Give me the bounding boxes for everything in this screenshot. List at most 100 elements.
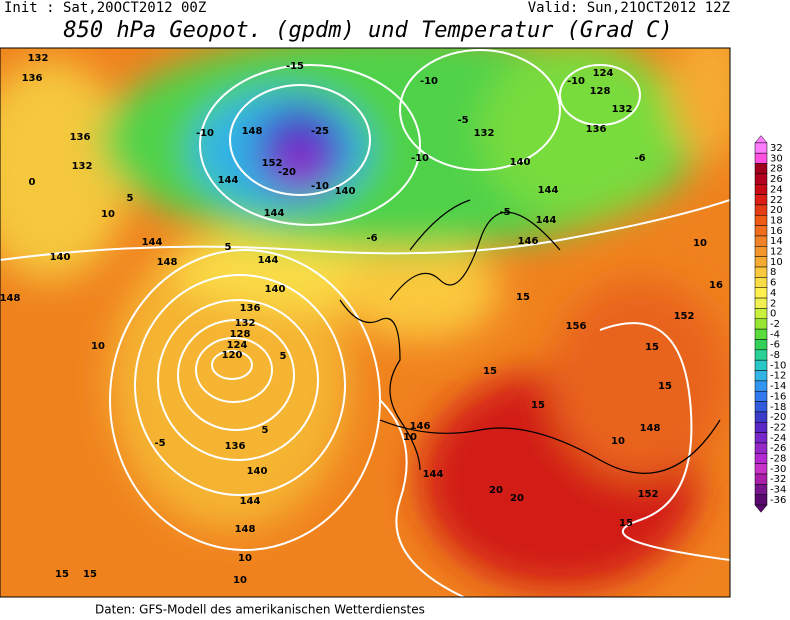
geopotential-contours <box>0 49 730 597</box>
colorbar-label: -6 <box>770 340 780 351</box>
contour-label: 140 <box>50 252 71 263</box>
contour-label: 128 <box>230 329 251 340</box>
init-time: Init : Sat,20OCT2012 00Z <box>4 0 206 16</box>
contour-label: 132 <box>474 128 495 139</box>
contour-label: 15 <box>483 366 497 377</box>
contour-label: 15 <box>55 569 69 580</box>
contour-label: 0 <box>29 177 36 188</box>
colorbar-box <box>754 380 768 392</box>
colorbar-label: 0 <box>770 309 776 320</box>
colorbar-box <box>754 463 768 475</box>
contour-label: -6 <box>366 233 377 244</box>
colorbar-box <box>754 277 768 288</box>
contour-label: 132 <box>28 53 49 64</box>
contour-label: 148 <box>235 524 256 535</box>
contour-label: 10 <box>238 553 252 564</box>
contour-label: -10 <box>567 76 585 87</box>
colorbar-label: -34 <box>770 485 786 496</box>
colorbar-box <box>754 453 768 464</box>
contour-label: 5 <box>127 193 134 204</box>
colorbar-label: -14 <box>770 381 786 392</box>
contour-label: 152 <box>638 489 659 500</box>
colorbar-arrow-top <box>754 135 768 144</box>
colorbar-label: -10 <box>770 360 786 371</box>
contour-label: 140 <box>510 157 531 168</box>
contour-label: 132 <box>72 161 93 172</box>
colorbar-box <box>754 215 768 226</box>
colorbar-box <box>754 494 768 506</box>
contour-label: 144 <box>142 237 163 248</box>
contour-label: 128 <box>590 86 611 97</box>
contour-label: 15 <box>658 381 672 392</box>
contour-label: 5 <box>262 425 269 436</box>
colorbar-label: -12 <box>770 371 786 382</box>
colorbar-box <box>754 194 768 206</box>
colorbar-label: 24 <box>770 184 783 195</box>
colorbar-label: 30 <box>770 153 783 164</box>
colorbar-box <box>754 370 768 382</box>
contour-label: 10 <box>101 209 115 220</box>
colorbar-label: -24 <box>770 433 786 444</box>
colorbar-box <box>754 225 768 237</box>
contour-label: 5 <box>280 351 287 362</box>
colorbar-box <box>754 266 768 278</box>
contour-label: 10 <box>693 238 707 249</box>
colorbar-box <box>754 287 768 299</box>
contour-label: -10 <box>196 128 214 139</box>
colorbar-arrow-bottom <box>754 504 768 513</box>
contour-label: 146 <box>410 421 431 432</box>
colorbar-box <box>754 442 768 454</box>
contour-label: -5 <box>154 438 165 449</box>
colorbar-box <box>754 484 768 495</box>
contour-label: -6 <box>634 153 645 164</box>
colorbar-box <box>754 359 768 371</box>
contour-label: -20 <box>278 167 296 178</box>
contour-label: 140 <box>247 466 268 477</box>
contour-label: 132 <box>235 318 256 329</box>
colorbar-box <box>754 422 768 433</box>
contour-label: 144 <box>538 185 559 196</box>
colorbar-label: 6 <box>770 278 776 289</box>
colorbar-box <box>754 256 768 268</box>
colorbar-box <box>754 308 768 320</box>
colorbar-label: -16 <box>770 391 786 402</box>
contour-label: 144 <box>218 175 239 186</box>
contour-label: -5 <box>499 207 510 218</box>
map-title: 850 hPa Geopot. (gpdm) und Temperatur (G… <box>63 18 672 43</box>
contour-label: 10 <box>403 432 417 443</box>
contour-label: 20 <box>489 485 503 496</box>
contour-label: 132 <box>612 104 633 115</box>
contour-label: 15 <box>531 400 545 411</box>
contour-label: 15 <box>83 569 97 580</box>
contour-label: 148 <box>157 257 178 268</box>
colorbar-label: -4 <box>770 329 780 340</box>
contour-label: 136 <box>22 73 43 84</box>
colorbar-label: 26 <box>770 174 783 185</box>
colorbar-box <box>754 401 768 413</box>
colorbar-label: 2 <box>770 298 776 309</box>
colorbar-box <box>754 246 768 257</box>
colorbar-label: -26 <box>770 443 786 454</box>
colorbar-label: -18 <box>770 402 786 413</box>
contour-label: 148 <box>242 126 263 137</box>
contour-label: 140 <box>265 284 286 295</box>
contour-label: 136 <box>240 303 261 314</box>
colorbar-box <box>754 339 768 351</box>
coastlines <box>339 199 721 474</box>
colorbar-label: 10 <box>770 257 783 268</box>
contour-label: 148 <box>0 293 20 304</box>
contour-label: 124 <box>227 340 248 351</box>
colorbar-box <box>754 390 768 402</box>
contour-label: -10 <box>411 153 429 164</box>
colorbar-box <box>754 318 768 330</box>
contour-label: 144 <box>240 496 261 507</box>
colorbar-label: -30 <box>770 464 786 475</box>
colorbar-label: -28 <box>770 454 786 465</box>
data-source: Daten: GFS-Modell des amerikanischen Wet… <box>95 603 425 617</box>
colorbar-label: 28 <box>770 164 783 175</box>
contour-label: 144 <box>536 215 557 226</box>
colorbar-box <box>754 142 768 154</box>
colorbar-box <box>754 411 768 423</box>
map-area: 1321361361321401481441481361321281241201… <box>0 48 730 597</box>
contour-label: 16 <box>709 280 723 291</box>
